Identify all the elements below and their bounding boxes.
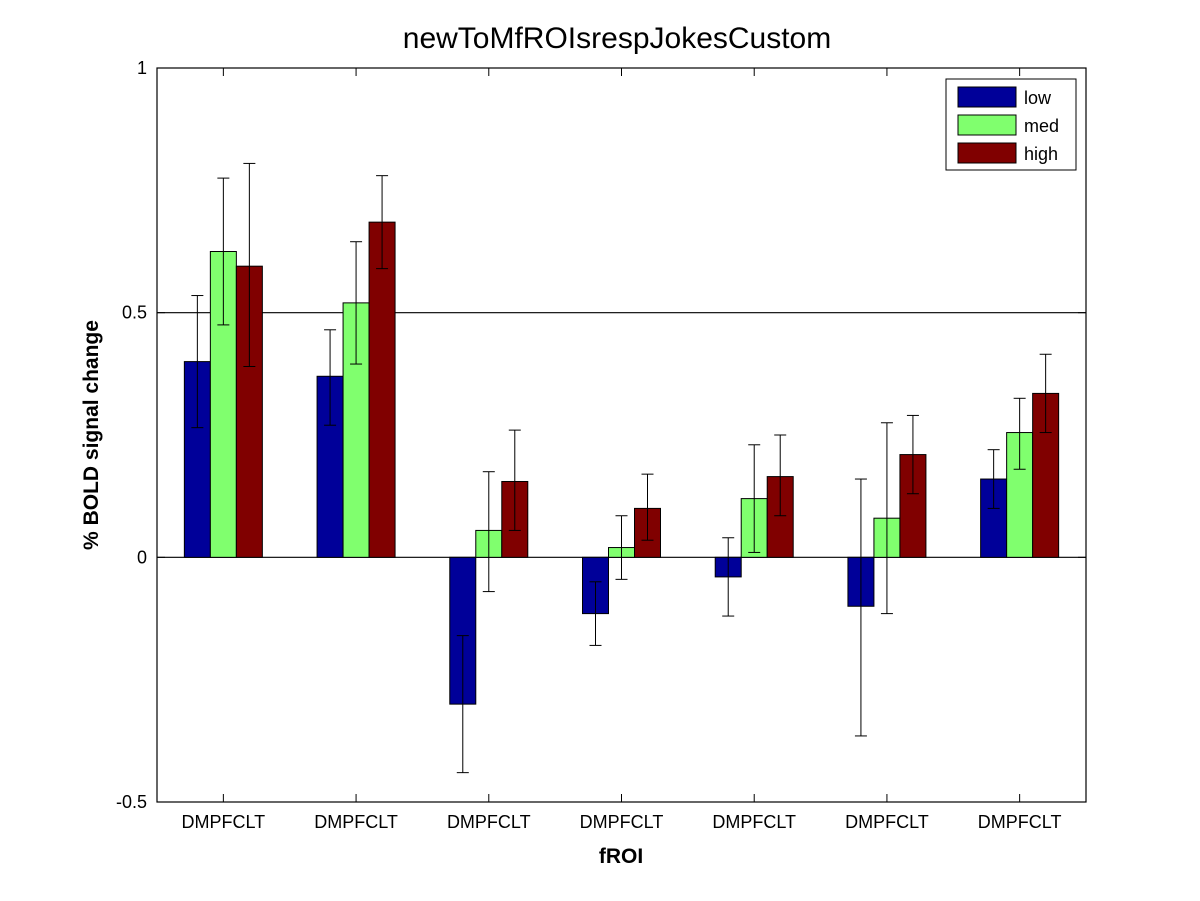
axes-background bbox=[157, 68, 1086, 802]
legend-label-low: low bbox=[1024, 88, 1052, 108]
bar-high-2 bbox=[368, 221, 396, 558]
legend-swatch-low bbox=[957, 86, 1017, 108]
x-tick-label-5: DMPFCLT bbox=[712, 812, 796, 832]
legend-swatch-high bbox=[957, 142, 1017, 164]
y-tick-label-2: 0.5 bbox=[122, 303, 147, 323]
legend-label-high: high bbox=[1024, 144, 1058, 164]
legend-label-med: med bbox=[1024, 116, 1059, 136]
y-tick-label-0: -0.5 bbox=[116, 792, 147, 812]
y-tick-label-1: 0 bbox=[137, 547, 147, 567]
legend: low med high bbox=[945, 78, 1077, 171]
y-axis-label: % BOLD signal change bbox=[80, 320, 103, 550]
x-tick-label-1: DMPFCLT bbox=[182, 812, 266, 832]
x-axis-label: fROI bbox=[599, 845, 643, 868]
chart-title: newToMfROIsrespJokesCustom bbox=[403, 22, 831, 55]
x-tick-label-6: DMPFCLT bbox=[845, 812, 929, 832]
y-tick-label-3: 1 bbox=[137, 58, 147, 78]
legend-swatch-med bbox=[957, 114, 1017, 136]
x-tick-label-3: DMPFCLT bbox=[447, 812, 531, 832]
x-tick-label-2: DMPFCLT bbox=[314, 812, 398, 832]
plot-area: DMPFCLT DMPFCLT DMPFCLT DMPFCLT DMPFCLT DMPFC… bbox=[116, 58, 1087, 832]
x-tick-label-7: DMPFCLT bbox=[978, 812, 1062, 832]
x-tick-label-4: DMPFCLT bbox=[580, 812, 664, 832]
axes-frame bbox=[156, 67, 1087, 803]
